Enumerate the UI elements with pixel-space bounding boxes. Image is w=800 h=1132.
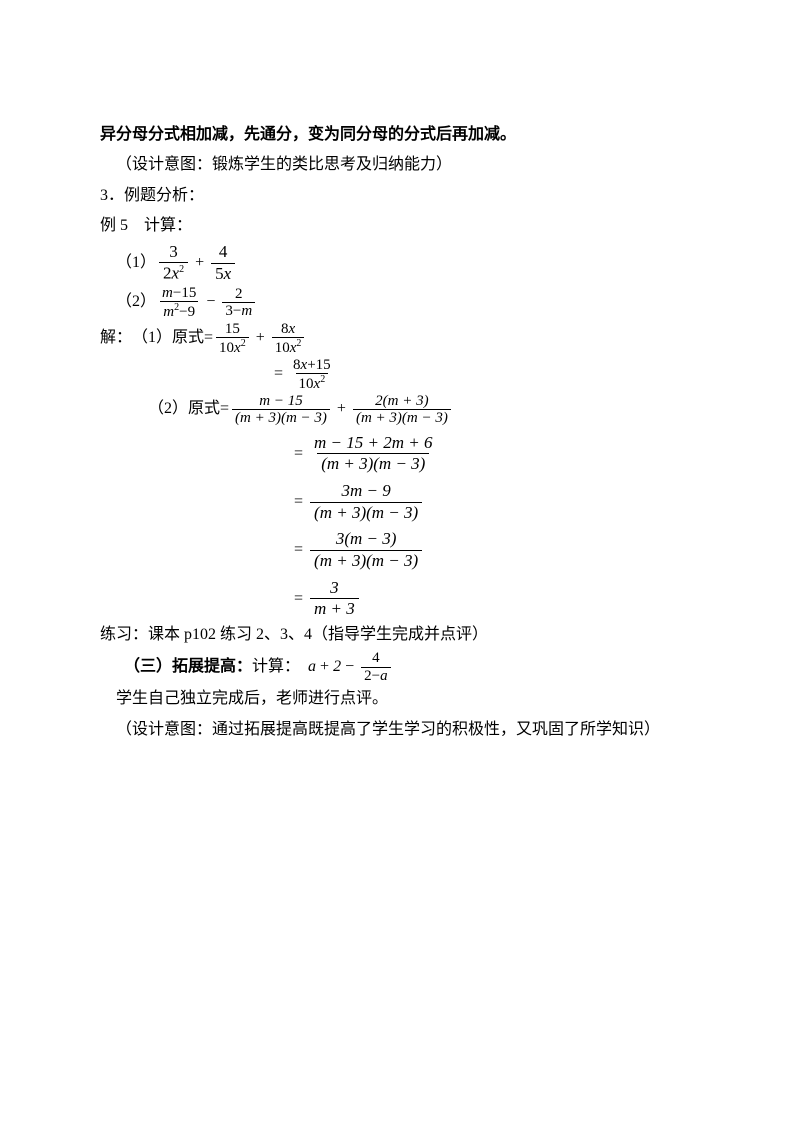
example-5-label: 例 5 计算： <box>100 211 700 241</box>
section-3-label: 3．例题分析： <box>100 181 700 211</box>
ext-a: a <box>308 652 316 682</box>
frac-15-over-10x2: 15 10x2 <box>216 321 249 357</box>
example-2-expression: （2） m−15 m2−9 − 2 3−m <box>116 285 700 321</box>
solution-2-step-3: = 3m − 9 (m + 3)(m − 3) <box>290 481 700 523</box>
minus-sign: − <box>206 287 215 317</box>
sol2-step3-frac: 3m − 9 (m + 3)(m − 3) <box>310 481 422 523</box>
ext-label-c: 计算： <box>252 652 300 682</box>
sol2-frac1: m − 15 (m + 3)(m − 3) <box>232 393 330 427</box>
solution-1-step-2: = 8x+15 10x2 <box>270 357 700 393</box>
solution-2-step-1: （2）原式= m − 15 (m + 3)(m − 3) + 2(m + 3) … <box>148 393 700 427</box>
document-page: 异分母分式相加减，先通分，变为同分母的分式后再加减。 （设计意图：锻炼学生的类比… <box>0 0 800 805</box>
sol2-step4-frac: 3(m − 3) (m + 3)(m − 3) <box>310 529 422 571</box>
solution-label: 解： <box>100 323 132 353</box>
solution-1-step-1: 解： （1）原式= 15 10x2 + 8x 10x2 <box>100 321 700 357</box>
ext-label-b: 拓展提高： <box>172 652 252 682</box>
solution-2-step-4: = 3(m − 3) (m + 3)(m − 3) <box>290 529 700 571</box>
item1-label: （1） <box>116 248 156 278</box>
design-intent-1: （设计意图：锻炼学生的类比思考及归纳能力） <box>100 150 700 180</box>
frac-m-15-over-m2-9: m−15 m2−9 <box>159 285 199 321</box>
example-1-expression: （1） 3 2x2 + 4 5x <box>116 242 700 285</box>
practice-line: 练习：课本 p102 练习 2、3、4（指导学生完成并点评） <box>100 620 700 650</box>
item2-label: （2） <box>116 287 156 317</box>
frac-8x-15-over-10x2: 8x+15 10x2 <box>290 357 334 393</box>
ext-frac: 4 2−a <box>361 650 390 684</box>
heading-rule: 异分母分式相加减，先通分，变为同分母的分式后再加减。 <box>100 120 700 150</box>
frac-2-over-3-m: 2 3−m <box>222 286 255 320</box>
solution-2-step-2: = m − 15 + 2m + 6 (m + 3)(m − 3) <box>290 433 700 475</box>
frac-3-over-2x2: 3 2x2 <box>159 242 188 285</box>
sol2-step5-frac: 3 m + 3 <box>310 578 359 620</box>
ext-note-2: （设计意图：通过拓展提高既提高了学生学习的积极性，又巩固了所学知识） <box>100 715 700 745</box>
plus-sign: + <box>195 248 204 278</box>
sol1-label: （1）原式= <box>132 323 213 353</box>
sol2-label: （2）原式= <box>148 394 229 424</box>
solution-2-step-5: = 3 m + 3 <box>290 578 700 620</box>
ext-label-a: （三） <box>124 652 172 682</box>
frac-8x-over-10x2: 8x 10x2 <box>272 321 305 357</box>
sol2-step2-frac: m − 15 + 2m + 6 (m + 3)(m − 3) <box>310 433 436 475</box>
extension-line: （三） 拓展提高： 计算： a + 2 − 4 2−a <box>124 650 700 684</box>
sol2-frac2: 2(m + 3) (m + 3)(m − 3) <box>353 393 451 427</box>
ext-note-1: 学生自己独立完成后，老师进行点评。 <box>100 684 700 714</box>
frac-4-over-5x: 4 5x <box>211 242 235 284</box>
ext-2: 2 <box>333 652 341 682</box>
